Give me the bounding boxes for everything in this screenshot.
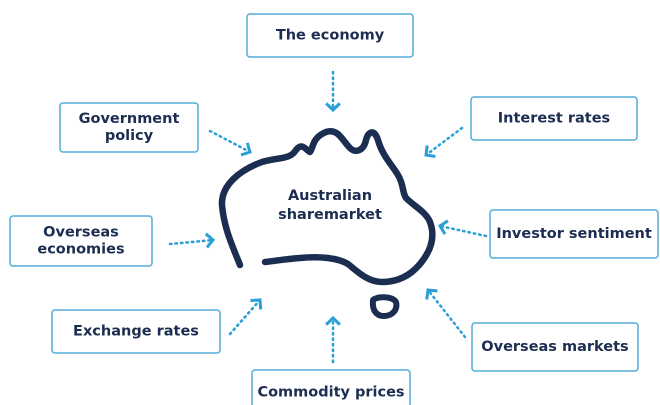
arrow-head xyxy=(424,145,436,158)
node-box xyxy=(59,102,199,153)
node-label: Exchange rates xyxy=(73,324,199,340)
node-label: economies xyxy=(37,242,124,258)
center-label: Australian xyxy=(288,188,372,204)
arrow-head xyxy=(325,102,341,113)
node-box xyxy=(489,209,659,259)
arrow-shaft xyxy=(424,126,464,157)
tasmania-outline xyxy=(369,294,400,319)
arrow-shaft xyxy=(438,224,488,238)
node-label: Overseas xyxy=(43,225,119,241)
node-box xyxy=(246,13,414,58)
arrow-head xyxy=(204,232,216,249)
node-box xyxy=(470,96,638,141)
arrow-head xyxy=(250,298,263,310)
arrow-head xyxy=(425,288,438,300)
node-label: Investor sentiment xyxy=(496,226,652,242)
node-label: Interest rates xyxy=(498,111,610,127)
node-box xyxy=(51,309,221,354)
arrow-shaft xyxy=(426,288,467,339)
arrow-head xyxy=(437,219,449,235)
node-box xyxy=(471,322,639,372)
arrow-shaft xyxy=(208,129,252,154)
arrow-head xyxy=(240,142,252,157)
arrow-head xyxy=(325,315,341,326)
node-box xyxy=(251,369,411,405)
node-label: The economy xyxy=(276,28,385,44)
node-label: Commodity prices xyxy=(257,385,404,401)
node-label: Overseas markets xyxy=(481,339,628,355)
center-label: sharemarket xyxy=(278,207,382,223)
node-label: Government xyxy=(79,111,180,127)
arrow-shaft xyxy=(228,298,262,336)
australia-outline xyxy=(218,127,436,286)
node-label: policy xyxy=(105,128,154,144)
node-box xyxy=(9,215,153,267)
arrow-shaft xyxy=(168,238,215,246)
